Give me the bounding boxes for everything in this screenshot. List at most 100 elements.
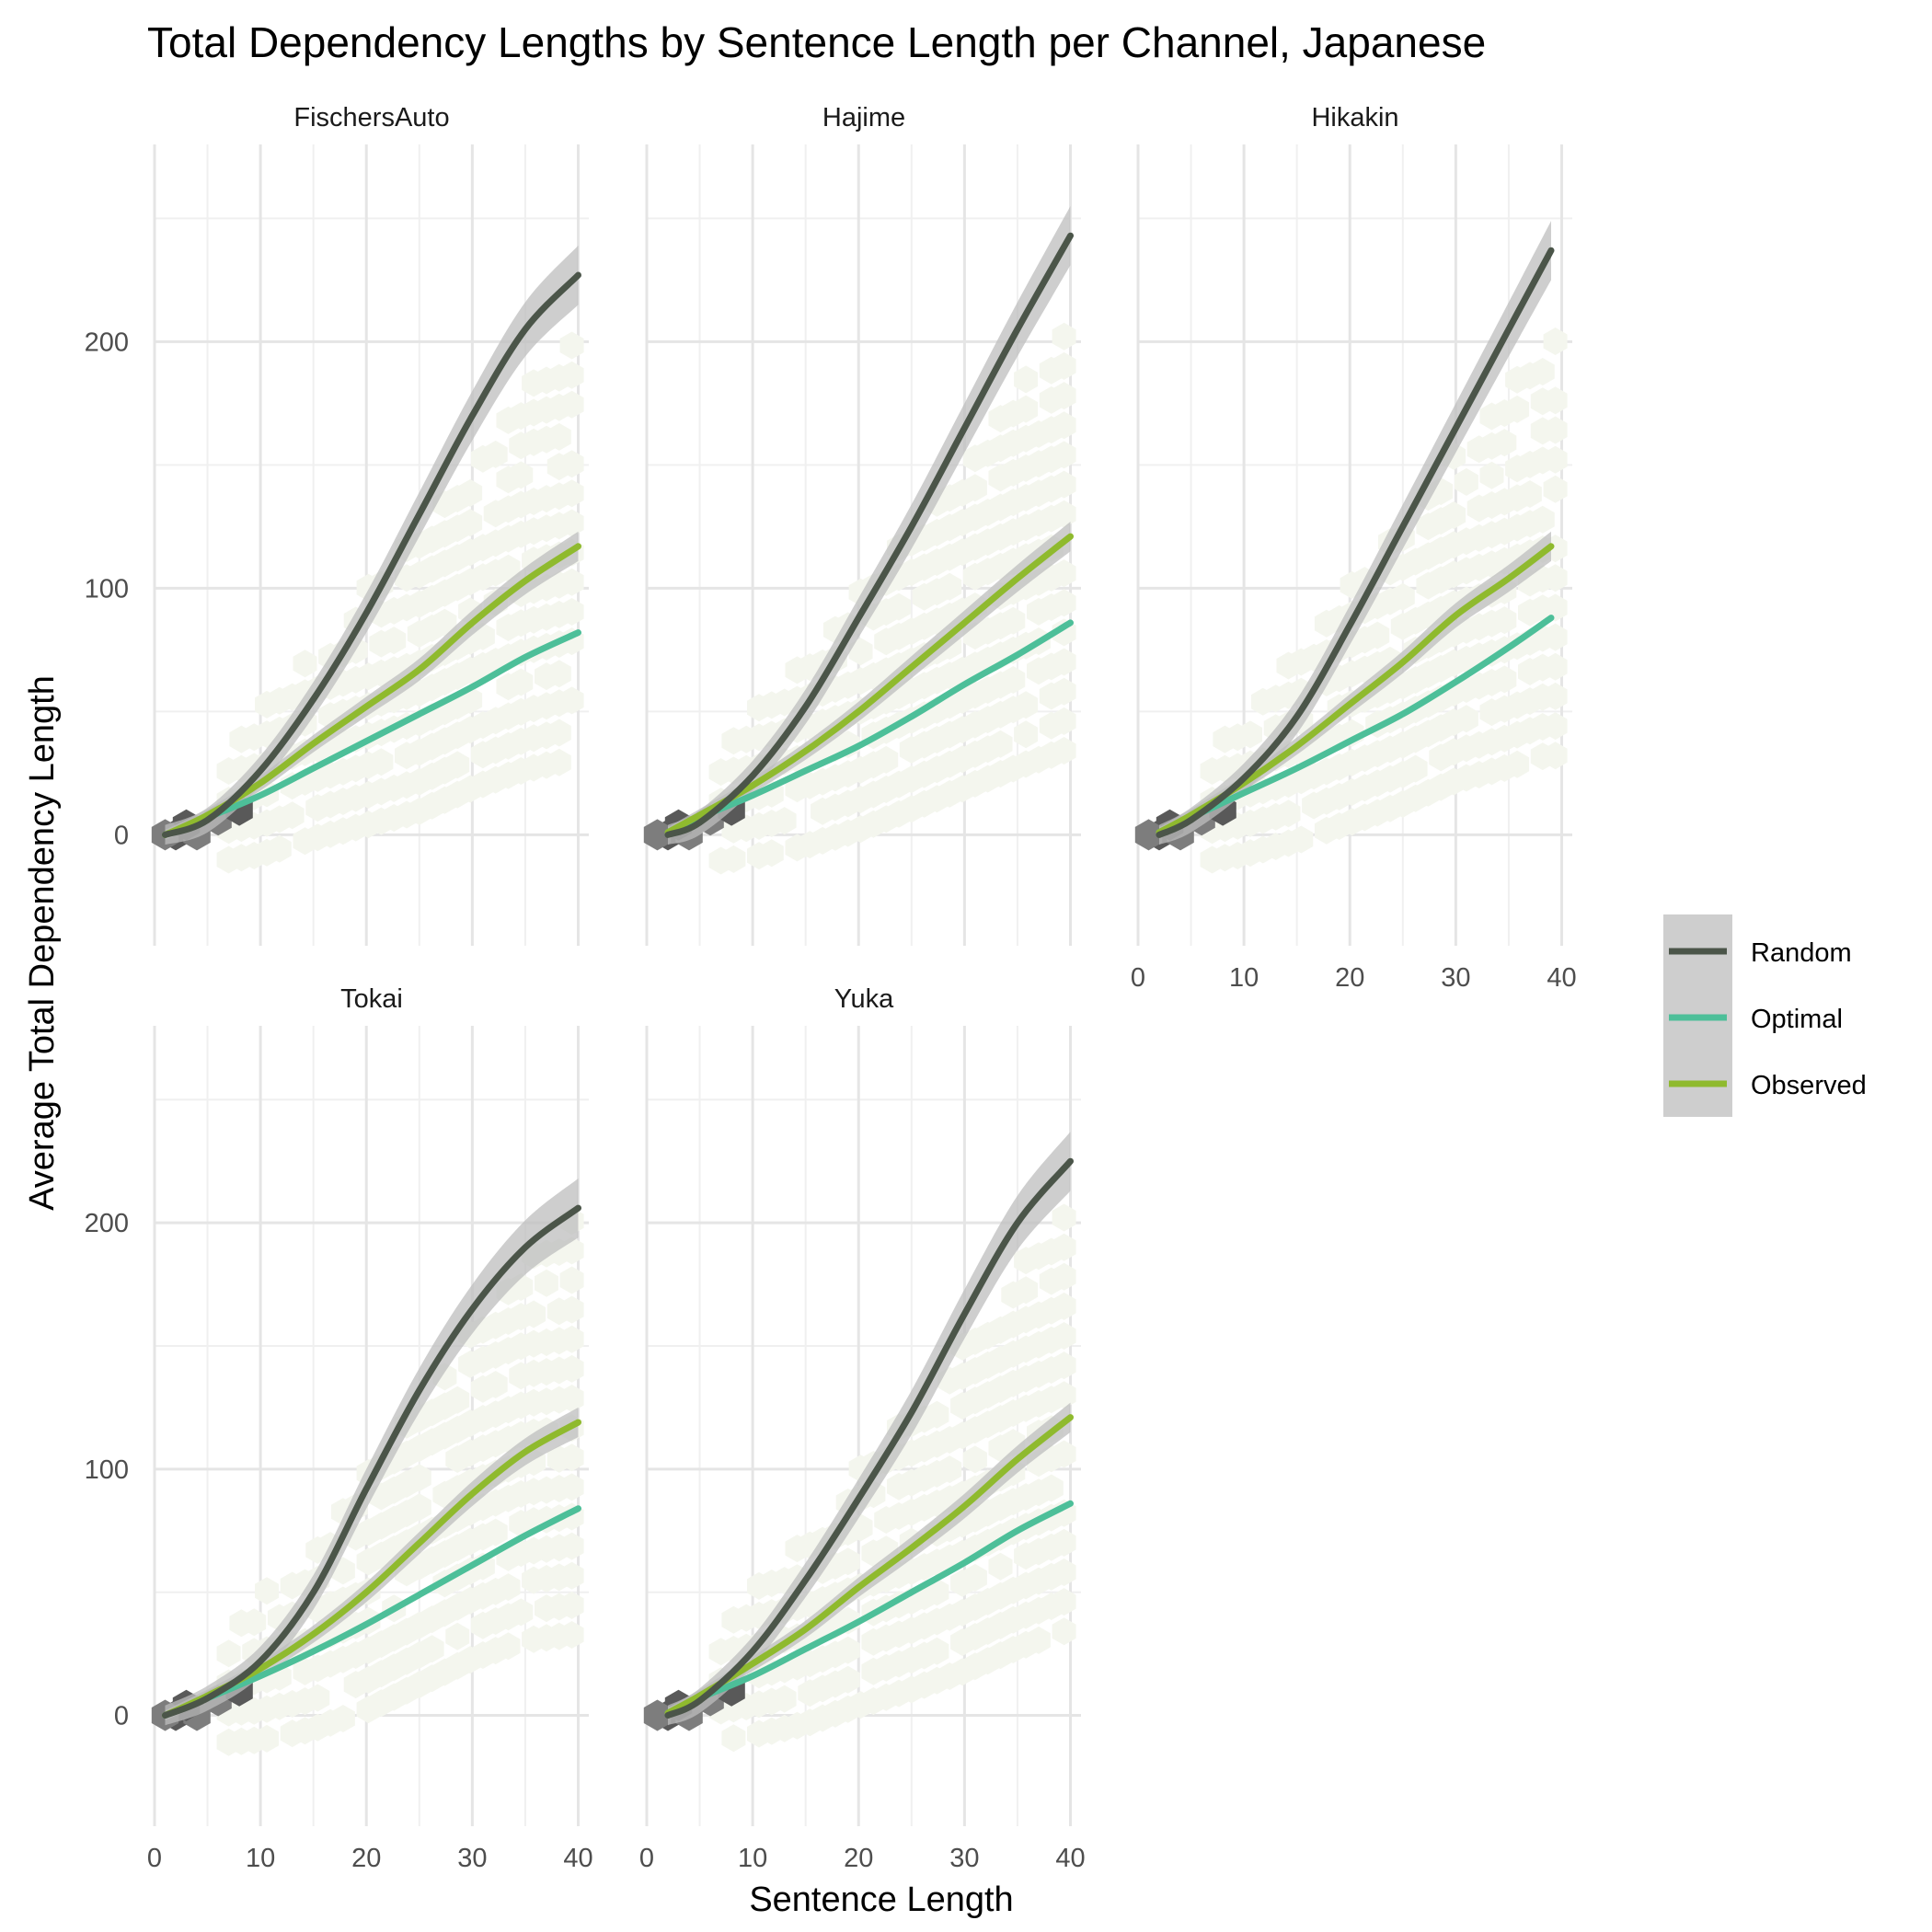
hexbin-cell (255, 1577, 279, 1605)
hexbin-cell (535, 1269, 558, 1297)
hexbin-cell (1518, 480, 1542, 508)
hexbin-cell (1052, 322, 1076, 351)
hexbin-cell (483, 1518, 508, 1547)
y-tick-label: 200 (85, 328, 129, 357)
hexbin-cell (1052, 707, 1076, 735)
hexbin-cell (559, 1532, 584, 1560)
hexbin-cell (1543, 712, 1568, 741)
hexbin-cell (1543, 593, 1568, 622)
hexbin-cell (483, 1371, 508, 1398)
hexbin-cell (1052, 1617, 1076, 1646)
hexbin-cell (509, 1598, 534, 1627)
hexbin-cell (496, 1573, 521, 1602)
panel-fischersauto: FischersAuto 0 100 200 (85, 103, 589, 946)
hexbin-cell (1543, 682, 1568, 710)
hexbin-cell (1505, 395, 1530, 423)
hexbin-cell (1479, 461, 1504, 489)
hexbin-cell (848, 638, 873, 666)
hexbin-cell (1052, 470, 1076, 499)
hexbin-cell (559, 450, 584, 478)
confidence-band-observed (668, 1402, 1071, 1719)
hexbin-cell (1052, 737, 1076, 765)
hexbin-cell (559, 1295, 584, 1324)
hexbin-cell (1289, 825, 1314, 854)
hexbin-cell (559, 598, 584, 626)
panel-strip-label: Yuka (834, 984, 894, 1014)
hexbin-cell (925, 1400, 949, 1429)
confidence-band-observed (1159, 531, 1551, 838)
hexbin-cell (937, 572, 962, 601)
hexbin-cell (559, 479, 584, 508)
hexbin-cell (1492, 429, 1517, 457)
y-axis-title: Average Total Dependency Length (23, 675, 62, 1211)
hexbin-cell (546, 660, 571, 688)
hexbin-cell (1390, 582, 1415, 611)
confidence-band-observed (668, 522, 1071, 838)
hexbin-cell (305, 1684, 330, 1712)
hexbin-cell (1052, 1528, 1076, 1557)
hexbin-cell (1276, 799, 1301, 828)
legend-label-optimal: Optimal (1751, 1005, 1843, 1034)
hexbin-cell (1454, 705, 1478, 733)
hexbin-cell (1052, 1292, 1076, 1320)
hexbin-cell (559, 1443, 584, 1472)
series-line-optimal (162, 629, 581, 838)
x-tick-label: 0 (1131, 963, 1145, 993)
hexbin-cell (546, 719, 571, 747)
chart-title: Total Dependency Lengths by Sentence Len… (147, 18, 1486, 66)
hexbin-cell (1530, 505, 1555, 534)
hexbin-cell (1365, 621, 1390, 650)
hexbin-cell (559, 1591, 584, 1619)
hexbin-cell (1014, 1276, 1039, 1305)
hexbin-cell (559, 390, 584, 419)
hexbin-cell (1052, 441, 1076, 469)
hexbin-cell (721, 845, 746, 873)
hexbin-cell (1052, 351, 1076, 380)
hexbin-cell (483, 440, 508, 468)
confidence-band-random (165, 245, 579, 845)
hexbin-cell (1442, 501, 1466, 529)
hexbin-cell (962, 1445, 987, 1474)
x-tick-label: 30 (457, 1844, 487, 1873)
hexbin-cell (1052, 1233, 1076, 1261)
hexbin-cell (1543, 416, 1568, 444)
hexbin-cell (1052, 1262, 1076, 1291)
confidence-band-observed (165, 531, 579, 840)
confidence-band-observed (165, 1407, 579, 1720)
series-line-random (1156, 247, 1555, 838)
panel-hikakin: Hikakin 0 10 20 30 40 (1131, 103, 1577, 993)
hexbin-cell (559, 1561, 584, 1590)
x-tick-label: 10 (738, 1844, 767, 1873)
hexbin-cell (559, 1325, 584, 1353)
hexbin-cell (1052, 500, 1076, 528)
hexbin-cell (546, 422, 571, 451)
x-tick-label: 20 (844, 1844, 873, 1873)
x-tick-label: 0 (639, 1844, 654, 1873)
series-line-random (162, 271, 581, 838)
hexbin-cell (962, 474, 987, 502)
hexbin-cell (559, 1354, 584, 1383)
hexbin-cell (925, 1637, 949, 1665)
hexbin-cell (1454, 467, 1478, 496)
x-tick-label: 40 (1055, 1844, 1085, 1873)
hexbin-cell (1543, 328, 1568, 355)
x-tick-label: 30 (1441, 963, 1470, 993)
series-line-random (162, 1204, 581, 1719)
hexbin-cell (445, 1622, 470, 1650)
hexbin-cell (1052, 382, 1076, 410)
hexbin-cell (1052, 1322, 1076, 1350)
x-tick-label: 40 (1547, 963, 1576, 993)
hexbin-cell (1014, 720, 1039, 749)
hexbin-cell (458, 509, 483, 537)
panel-strip-label: Hikakin (1311, 103, 1398, 132)
hexbin-cell (1492, 665, 1517, 694)
x-tick-label: 40 (563, 1844, 592, 1873)
hexbin-cell (407, 1464, 431, 1492)
y-tick-label: 100 (85, 574, 129, 604)
hexbin-cell (1052, 411, 1076, 440)
hexbin-cell (1014, 365, 1039, 394)
hexbin-cell (382, 627, 407, 655)
hexbin-cell (1543, 475, 1568, 503)
hexbin-cell (988, 730, 1013, 758)
